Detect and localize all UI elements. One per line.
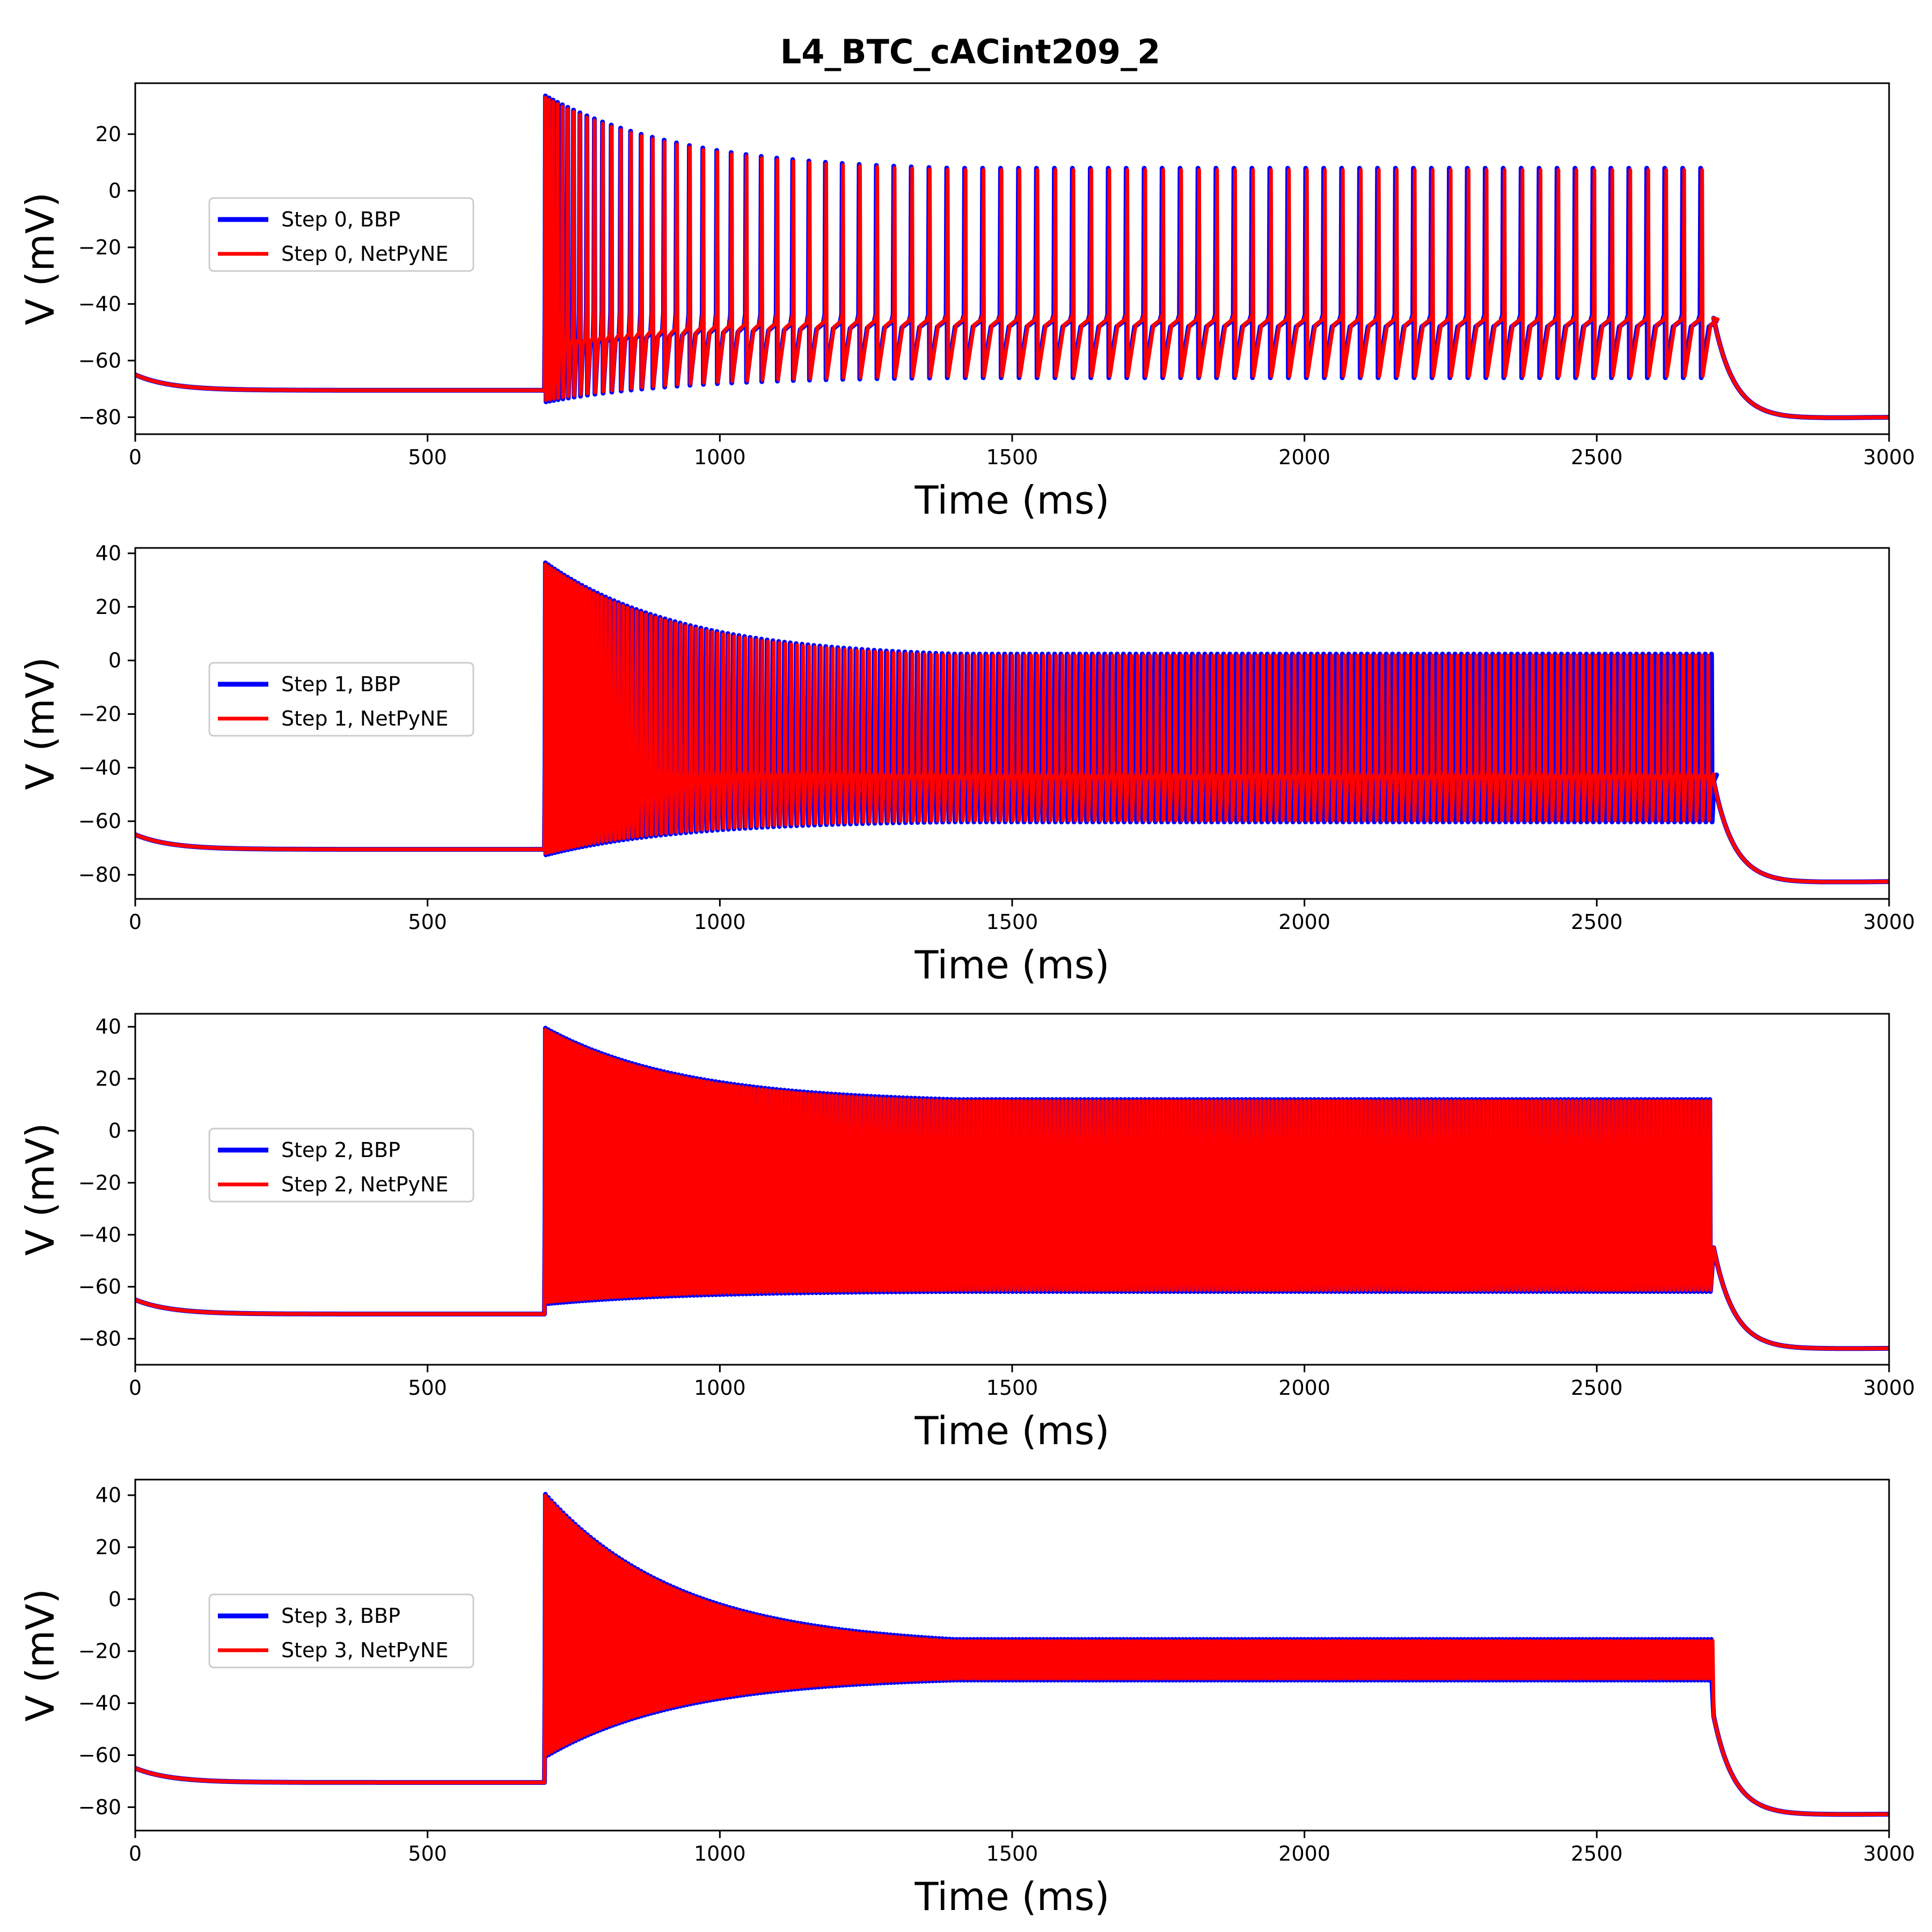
panel-1: 0 500 1000 1500 2000 2500 3000 −80 −60 −40 −20 0 20 4… [18,541,1915,987]
y-tick-label: −40 [78,1692,121,1715]
x-tick-label: 1500 [986,445,1038,469]
x-tick-label: 1000 [694,910,746,934]
y-tick-label: −40 [78,1223,121,1247]
x-tick-label: 1000 [694,445,746,469]
y-axis-label: V (mV) [18,1123,63,1256]
legend-label: Step 1, BBP [281,672,400,696]
y-tick-label: −80 [78,863,121,887]
series-line-netpyne [135,96,1889,420]
y-tick-label: −80 [78,405,121,429]
y-axis-label: V (mV) [18,657,63,790]
legend-box [208,1128,474,1203]
x-tick-label: 2500 [1571,910,1623,934]
x-tick-label: 500 [408,910,447,934]
y-tick-label: −20 [78,1640,121,1663]
y-tick-label: 20 [96,595,121,619]
y-tick-label: 0 [108,649,121,672]
legend-label: Step 3, NetPyNE [281,1638,448,1662]
legend-label: Step 0, NetPyNE [281,242,448,266]
x-tick-label: 0 [129,1842,142,1865]
legend-label: Step 2, NetPyNE [281,1173,448,1196]
x-tick-label: 2500 [1571,1376,1623,1400]
traces [135,560,1889,884]
traces [135,93,1889,420]
x-tick-label: 0 [129,445,142,469]
y-tick-label: −80 [78,1327,121,1351]
traces [135,1491,1889,1817]
panel-3: 0 500 1000 1500 2000 2500 3000 −80 −60 −40 −20 0 20 4… [18,1479,1915,1919]
panel-2: 0 500 1000 1500 2000 2500 3000 −80 −60 −40 −20 0 20 4… [18,1013,1915,1453]
x-tick-label: 1500 [986,1376,1038,1400]
y-tick-label: 20 [96,1067,121,1091]
legend-label: Step 2, BBP [281,1138,400,1162]
x-tick-label: 0 [129,1376,142,1400]
series-line-netpyne [135,562,1889,884]
x-axis-label: Time (ms) [914,1874,1110,1919]
x-tick-label: 1000 [694,1842,746,1865]
x-tick-label: 1500 [986,910,1038,934]
y-tick-label: −80 [78,1795,121,1819]
y-tick-label: 20 [96,122,121,146]
x-tick-label: 3000 [1863,1842,1915,1865]
legend: Step 3, BBP Step 3, NetPyNE [208,1593,474,1668]
y-tick-label: −60 [78,1744,121,1767]
y-tick-label: 0 [108,1587,121,1611]
x-tick-label: 3000 [1863,910,1915,934]
x-tick-label: 2000 [1278,1376,1330,1400]
series-line-netpyne [135,1494,1889,1817]
x-tick-label: 0 [129,910,142,934]
legend-box [208,197,474,272]
y-tick-label: 0 [108,179,121,202]
y-tick-label: 40 [96,541,121,565]
x-axis-label: Time (ms) [914,478,1110,523]
x-tick-label: 2000 [1278,1842,1330,1865]
y-tick-label: −20 [78,1171,121,1195]
y-tick-label: −60 [78,349,121,372]
y-tick-label: 0 [108,1119,121,1143]
y-axis-label: V (mV) [18,1589,63,1722]
x-tick-label: 500 [408,1842,447,1865]
legend-label: Step 3, BBP [281,1604,400,1628]
legend: Step 2, BBP Step 2, NetPyNE [208,1128,474,1203]
y-axis-label: V (mV) [18,192,63,325]
y-tick-label: 20 [96,1535,121,1559]
x-tick-label: 1000 [694,1376,746,1400]
legend-label: Step 0, BBP [281,208,400,231]
y-tick-label: −40 [78,756,121,779]
x-axis-label: Time (ms) [914,1408,1110,1453]
panels: 0 500 1000 1500 2000 2500 3000−80−60−40−20020T… [18,82,1915,1919]
x-tick-label: 500 [408,1376,447,1400]
y-tick-label: −60 [78,809,121,833]
y-tick-label: −20 [78,702,121,726]
y-tick-label: 40 [96,1015,121,1038]
legend-box [208,662,474,737]
legend-label: Step 1, NetPyNE [281,707,448,730]
y-tick-label: −40 [78,292,121,316]
x-tick-label: 2500 [1571,445,1623,469]
x-tick-label: 2000 [1278,445,1330,469]
x-tick-label: 2000 [1278,910,1330,934]
x-axis-label: Time (ms) [914,942,1110,987]
y-tick-label: 40 [96,1483,121,1507]
x-tick-label: 2500 [1571,1842,1623,1865]
legend: Step 0, BBP Step 0, NetPyNE [208,197,474,272]
y-tick-label: −60 [78,1275,121,1299]
series-line-netpyne [135,1028,1889,1351]
y-tick-label: −20 [78,236,121,259]
panel-0: 0 500 1000 1500 2000 2500 3000 −80 −60 −40 −20 0 20 T… [18,82,1915,523]
figure-title: L4_BTC_cACint209_2 [780,32,1161,71]
x-tick-label: 3000 [1863,1376,1915,1400]
traces [135,1026,1889,1351]
x-tick-label: 1500 [986,1842,1038,1865]
x-tick-label: 3000 [1863,445,1915,469]
legend-box [208,1593,474,1668]
legend: Step 1, BBP Step 1, NetPyNE [208,662,474,737]
x-tick-label: 500 [408,445,447,469]
